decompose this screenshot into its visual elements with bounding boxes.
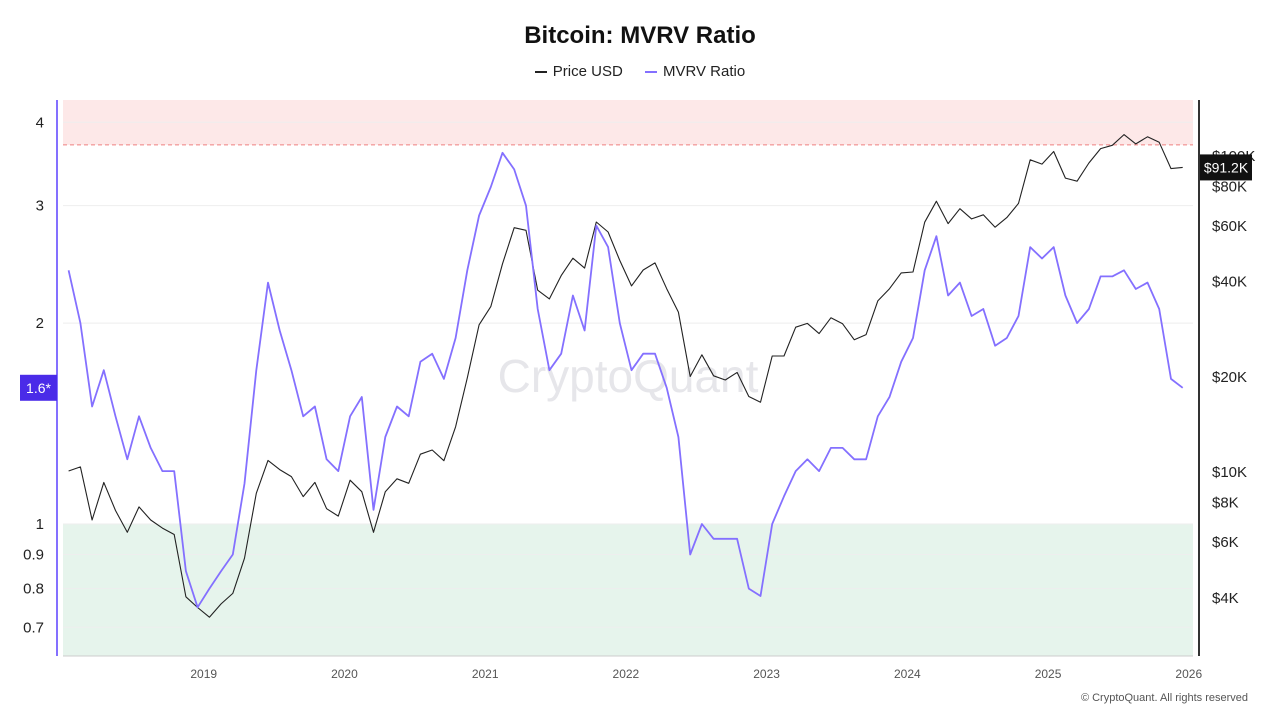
x-axis-tick-label: 2025 bbox=[1035, 667, 1062, 681]
left-axis-tick-label: 3 bbox=[36, 198, 44, 215]
current-price-badge bbox=[1200, 154, 1252, 181]
legend-item-price[interactable]: Price USD bbox=[534, 63, 623, 80]
x-axis-tick-label: 2022 bbox=[613, 667, 640, 681]
right-axis-tick-label: $60K bbox=[1212, 218, 1247, 235]
legend-label: Price USD bbox=[552, 63, 623, 80]
copyright-footer: © CryptoQuant. All rights reserved bbox=[1080, 692, 1248, 704]
current-mvrv-badge bbox=[20, 374, 57, 401]
x-axis-tick-label: 2024 bbox=[894, 667, 921, 681]
right-axis-tick-label: $8K bbox=[1212, 495, 1239, 512]
series-line-mvrv bbox=[67, 151, 1184, 609]
x-axis-tick-label: 2023 bbox=[753, 667, 780, 681]
right-axis-tick-label: $6K bbox=[1212, 534, 1239, 551]
left-axis-tick-label: 0.7 bbox=[23, 619, 44, 636]
left-axis-tick-label: 0.9 bbox=[23, 546, 44, 563]
right-axis-tick-label: $4K bbox=[1212, 590, 1239, 607]
left-axis-tick-label: 4 bbox=[36, 114, 44, 131]
series-line-price bbox=[68, 134, 1183, 618]
legend-swatch bbox=[644, 71, 657, 73]
legend-label: MVRV Ratio bbox=[662, 63, 746, 80]
right-axis-tick-label: $40K bbox=[1212, 274, 1247, 291]
current-mvrv-label: 1.6* bbox=[26, 380, 51, 396]
chart-title: Bitcoin: MVRV Ratio bbox=[524, 22, 756, 49]
right-axis-tick-label: $80K bbox=[1212, 178, 1247, 195]
right-axis-tick-label: $20K bbox=[1212, 369, 1247, 386]
left-axis-tick-label: 2 bbox=[36, 315, 44, 332]
legend-swatch bbox=[534, 71, 547, 73]
zone-undervalued bbox=[63, 523, 1193, 656]
current-price-label: $91.2K bbox=[1204, 159, 1249, 175]
left-axis-tick-label: 0.8 bbox=[23, 581, 44, 598]
right-axis-tick-label: $10K bbox=[1212, 464, 1247, 481]
x-axis-tick-label: 2026 bbox=[1175, 667, 1202, 681]
x-axis-tick-label: 2021 bbox=[472, 667, 499, 681]
x-axis-tick-label: 2019 bbox=[190, 667, 217, 681]
left-axis-tick-label: 1 bbox=[36, 516, 44, 533]
x-axis-tick-label: 2020 bbox=[331, 667, 358, 681]
legend-item-mvrv[interactable]: MVRV Ratio bbox=[644, 63, 746, 80]
legend: Price USD MVRV Ratio bbox=[0, 63, 1280, 80]
